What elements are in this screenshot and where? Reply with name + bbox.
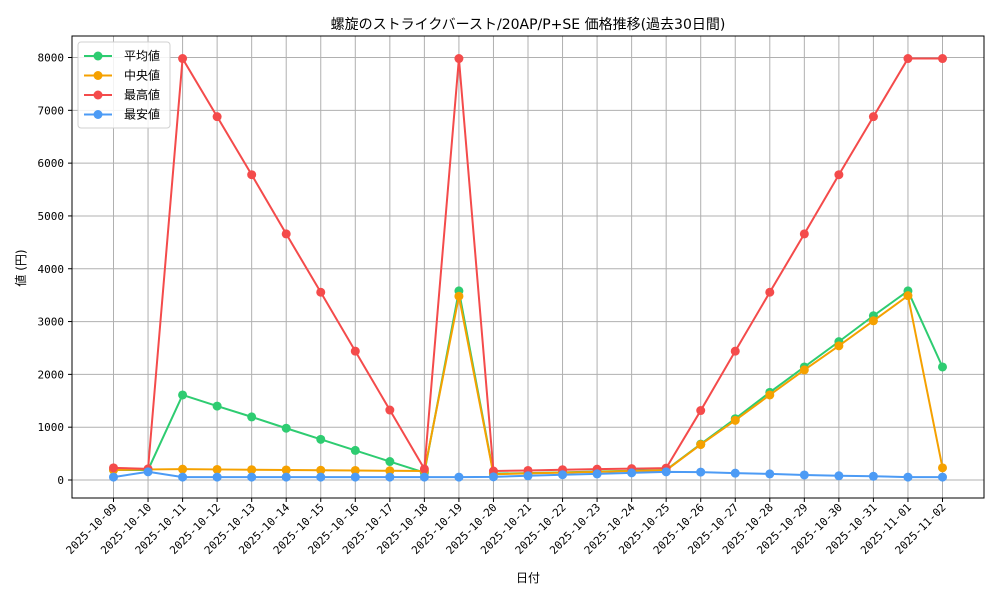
data-point	[385, 457, 395, 467]
data-point	[247, 465, 257, 475]
y-tick-label: 5000	[38, 210, 65, 223]
data-point	[419, 472, 429, 482]
data-point	[178, 54, 188, 64]
legend-marker	[93, 90, 103, 100]
y-axis-label: 値 (円)	[13, 249, 28, 286]
chart-title: 螺旋のストライクバースト/20AP/P+SE 価格推移(過去30日間)	[331, 17, 726, 33]
data-point	[281, 423, 291, 433]
data-point	[730, 346, 740, 356]
data-point	[834, 341, 844, 351]
data-point	[385, 466, 395, 476]
legend-label: 平均値	[124, 48, 160, 63]
data-point	[454, 54, 464, 64]
data-point	[938, 362, 947, 372]
data-point	[799, 229, 809, 239]
legend-marker	[93, 71, 103, 80]
data-point	[350, 346, 360, 356]
data-point	[696, 440, 706, 450]
data-point	[730, 415, 740, 425]
data-point	[385, 405, 395, 415]
data-series	[109, 54, 947, 482]
data-point	[281, 465, 291, 475]
data-point	[903, 291, 913, 301]
data-point	[834, 170, 844, 180]
y-tick-label: 1000	[38, 421, 65, 434]
data-point	[350, 445, 360, 455]
legend-marker	[93, 51, 103, 61]
data-point	[903, 54, 913, 64]
legend-box	[77, 41, 171, 129]
y-tick-label: 8000	[38, 52, 65, 65]
data-point	[903, 472, 913, 482]
data-point	[938, 463, 947, 473]
data-point	[178, 464, 188, 474]
data-point	[868, 471, 878, 481]
data-point	[419, 464, 429, 474]
data-point	[627, 468, 637, 478]
legend-label: 最安値	[124, 107, 160, 122]
data-point	[868, 112, 878, 122]
data-point	[143, 467, 153, 477]
series-3	[109, 467, 947, 482]
data-point	[281, 229, 291, 239]
data-point	[247, 472, 257, 482]
y-axis-ticks: 0 1000 2000 3000 4000 5000 6000 7000 8000	[38, 52, 72, 487]
data-point	[592, 469, 602, 479]
data-point	[281, 472, 291, 482]
data-point	[696, 467, 706, 477]
data-point	[765, 287, 775, 297]
data-point	[247, 170, 257, 180]
grid-lines	[72, 36, 984, 498]
legend-label: 中央値	[124, 68, 160, 83]
legend-label: 最高値	[124, 87, 160, 102]
data-point	[799, 470, 809, 480]
data-point	[454, 291, 464, 301]
y-tick-label: 2000	[38, 368, 65, 381]
data-point	[109, 472, 118, 482]
y-tick-label: 3000	[38, 316, 65, 329]
data-point	[799, 365, 809, 375]
data-point	[488, 472, 498, 482]
data-point	[212, 112, 222, 122]
data-point	[212, 464, 222, 474]
x-axis-label: 日付	[516, 571, 540, 585]
data-point	[350, 472, 360, 482]
data-point	[661, 467, 671, 477]
x-axis-ticks: 2025-10-092025-10-102025-10-112025-10-12…	[64, 498, 949, 557]
data-point	[178, 390, 188, 400]
y-tick-label: 7000	[38, 104, 65, 117]
y-tick-label: 6000	[38, 157, 65, 170]
y-tick-label: 4000	[38, 263, 65, 276]
data-point	[212, 472, 222, 482]
data-point	[696, 406, 706, 416]
data-point	[730, 468, 740, 478]
data-point	[765, 390, 775, 400]
data-point	[868, 316, 878, 326]
data-point	[316, 472, 326, 482]
data-point	[834, 471, 844, 481]
data-point	[316, 434, 326, 444]
data-point	[523, 471, 533, 481]
data-point	[247, 412, 257, 422]
data-point	[558, 470, 568, 480]
legend-marker	[93, 110, 103, 119]
data-point	[938, 472, 947, 482]
data-point	[454, 472, 464, 482]
y-tick-label: 0	[57, 474, 64, 487]
data-point	[938, 54, 947, 64]
data-point	[765, 469, 775, 479]
data-point	[385, 472, 395, 482]
data-point	[212, 401, 222, 411]
data-point	[316, 465, 326, 475]
data-point	[350, 465, 360, 475]
data-point	[316, 287, 326, 297]
data-point	[109, 463, 118, 473]
data-point	[178, 472, 188, 482]
